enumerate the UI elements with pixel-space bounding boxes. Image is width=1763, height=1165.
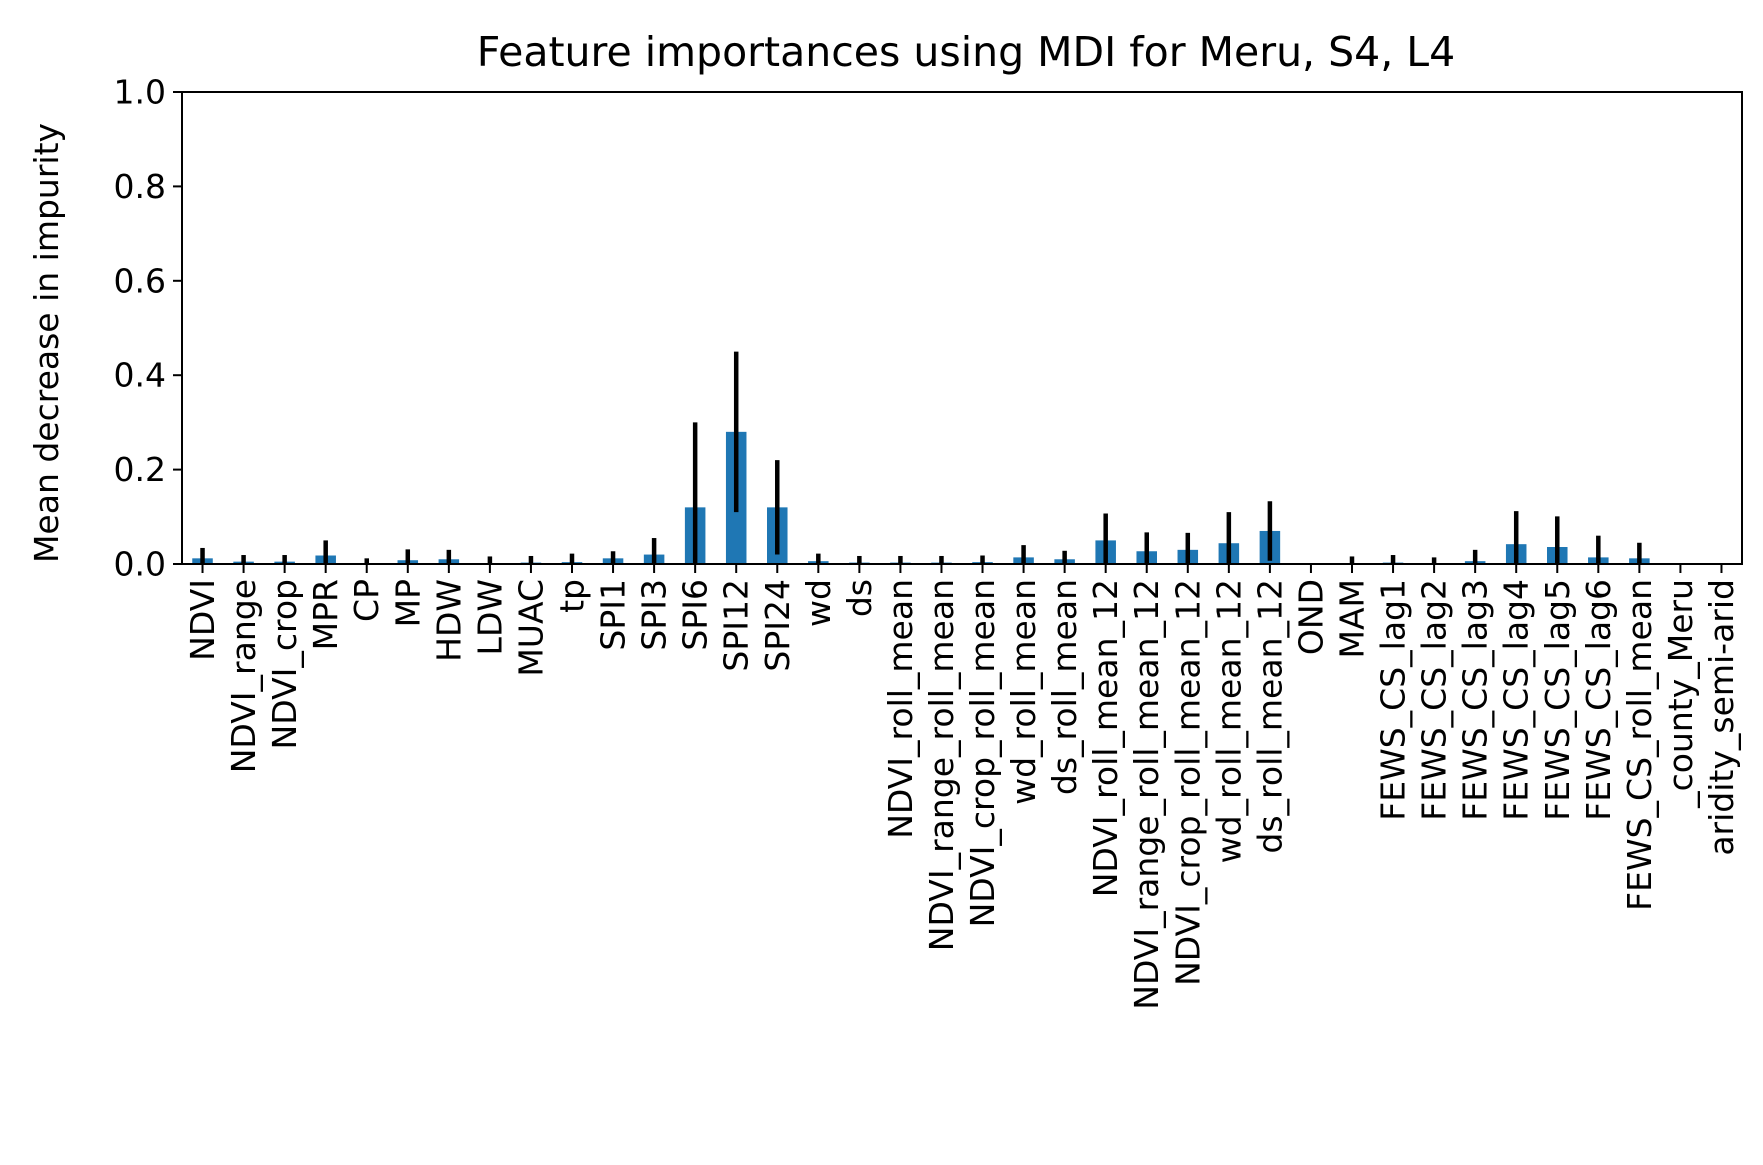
y-tick-label: 0.2 xyxy=(114,450,166,489)
x-tick-label: MAM xyxy=(1333,579,1372,659)
x-tick-label: MP xyxy=(388,579,427,627)
x-tick-label: CP xyxy=(347,579,386,622)
y-axis-label: Mean decrease in impurity xyxy=(27,123,66,563)
error-bars-group xyxy=(200,351,1642,564)
x-tick-label: tp xyxy=(553,579,592,613)
x-tick-label: FEWS_CS_lag3 xyxy=(1456,579,1495,821)
x-tick-label: NDVI_crop_roll_mean xyxy=(963,579,1002,927)
x-tick-label: NDVI_crop xyxy=(265,579,304,749)
x-tick-label: HDW xyxy=(429,579,468,662)
x-tick-label: SPI12 xyxy=(717,579,756,672)
x-tick-label: FEWS_CS_lag6 xyxy=(1579,579,1618,821)
x-tick-label: wd_roll_mean xyxy=(1004,579,1043,805)
x-tick-label: ds_roll_mean_12 xyxy=(1250,579,1289,854)
x-tick-label: OND xyxy=(1291,579,1330,655)
x-tick-label: FEWS_CS_lag1 xyxy=(1374,579,1413,821)
x-tick-label: NDVI_roll_mean xyxy=(881,579,920,839)
bars-group xyxy=(192,431,1650,564)
y-axis-ticks: 0.0 0.2 0.4 0.6 0.8 1.0 xyxy=(114,73,182,584)
y-tick-label: 1.0 xyxy=(114,73,166,112)
chart-title: Feature importances using MDI for Meru, … xyxy=(477,28,1455,76)
x-tick-label: NDVI_crop_roll_mean_12 xyxy=(1168,579,1207,986)
x-tick-label: FEWS_CS_roll_mean xyxy=(1620,579,1659,911)
x-tick-label: aridity_semi-arid xyxy=(1702,579,1741,856)
y-tick-label: 0.8 xyxy=(114,167,166,206)
x-tick-label: MUAC xyxy=(511,579,550,677)
x-tick-label: SPI6 xyxy=(676,579,715,651)
x-tick-label: SPI1 xyxy=(594,579,633,651)
y-tick-label: 0.0 xyxy=(114,545,166,584)
x-tick-label: ds xyxy=(840,579,879,617)
x-tick-label: SPI24 xyxy=(758,579,797,672)
y-tick-label: 0.6 xyxy=(114,261,166,300)
x-tick-label: NDVI_range_roll_mean xyxy=(922,579,961,951)
x-tick-label: SPI3 xyxy=(635,579,674,651)
plot-frame xyxy=(181,91,1743,565)
x-tick-label: FEWS_CS_lag2 xyxy=(1415,579,1454,821)
y-tick-label: 0.4 xyxy=(114,356,166,395)
x-tick-label: FEWS_CS_lag4 xyxy=(1497,579,1536,821)
x-tick-label: FEWS_CS_lag5 xyxy=(1538,579,1577,821)
x-tick-label: NDVI_range xyxy=(224,579,263,773)
x-tick-label: LDW xyxy=(470,579,509,655)
x-tick-label: ds_roll_mean xyxy=(1045,579,1084,795)
x-axis-ticks: NDVI NDVI_range NDVI_crop MPR CP MP HDW LDW MUAC… xyxy=(183,564,1741,1010)
x-tick-label: wd xyxy=(799,579,838,627)
x-tick-label: NDVI xyxy=(183,579,222,661)
x-tick-label: NDVI_range_roll_mean_12 xyxy=(1127,579,1166,1010)
x-tick-label: _county_Meru xyxy=(1661,579,1700,809)
x-tick-label: NDVI_roll_mean_12 xyxy=(1086,579,1125,897)
x-tick-label: wd_roll_mean_12 xyxy=(1209,579,1248,863)
x-tick-label: MPR xyxy=(306,579,345,650)
